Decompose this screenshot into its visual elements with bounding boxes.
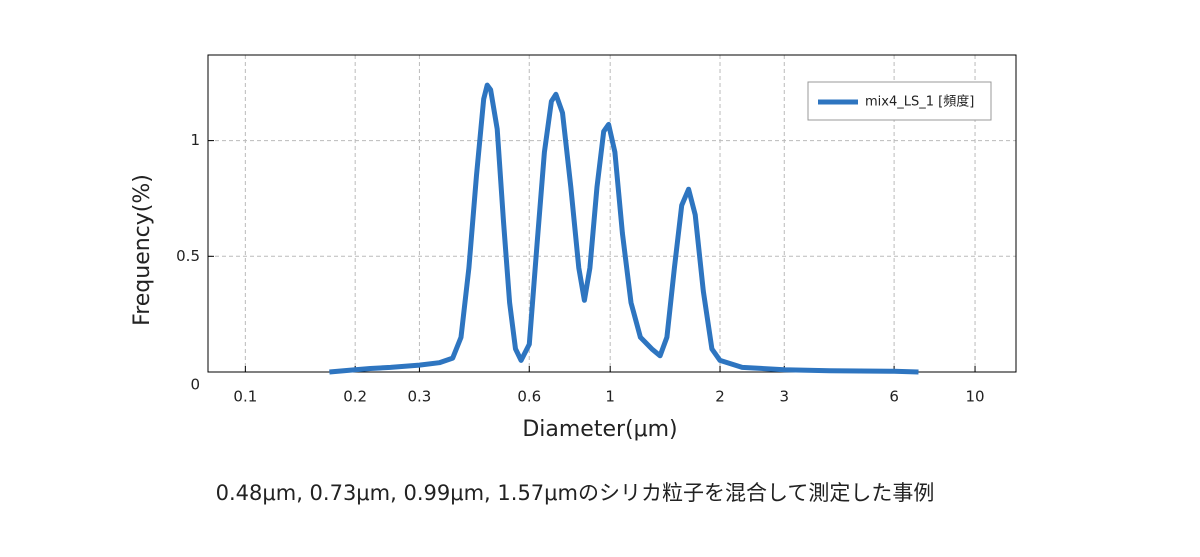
data-line [329,82,919,375]
x-axis-label: Diameter(μm) [522,417,677,442]
x-tick-label: 10 [965,388,984,406]
x-tick-label: 2 [715,388,725,406]
y-tick-label: 0.5 [176,247,200,265]
x-tick-label: 0.6 [517,388,541,406]
x-tick-label: 0.2 [343,388,367,406]
x-tick-label: 6 [889,388,899,406]
caption: 0.48μm, 0.73μm, 0.99μm, 1.57μmのシリカ粒子を混合し… [216,481,935,505]
legend-label: mix4_LS_1 [頻度] [865,94,974,110]
plot-frame [207,54,1017,373]
x-tick-label: 1 [605,388,615,406]
x-tick-label: 0.3 [407,388,431,406]
y-axis-label: Frequency(%) [130,174,155,326]
x-tick-label: 3 [779,388,789,406]
y-tick-label: 0 [190,376,200,394]
x-tick-label: 0.1 [233,388,257,406]
y-tick-label: 1 [190,131,200,149]
